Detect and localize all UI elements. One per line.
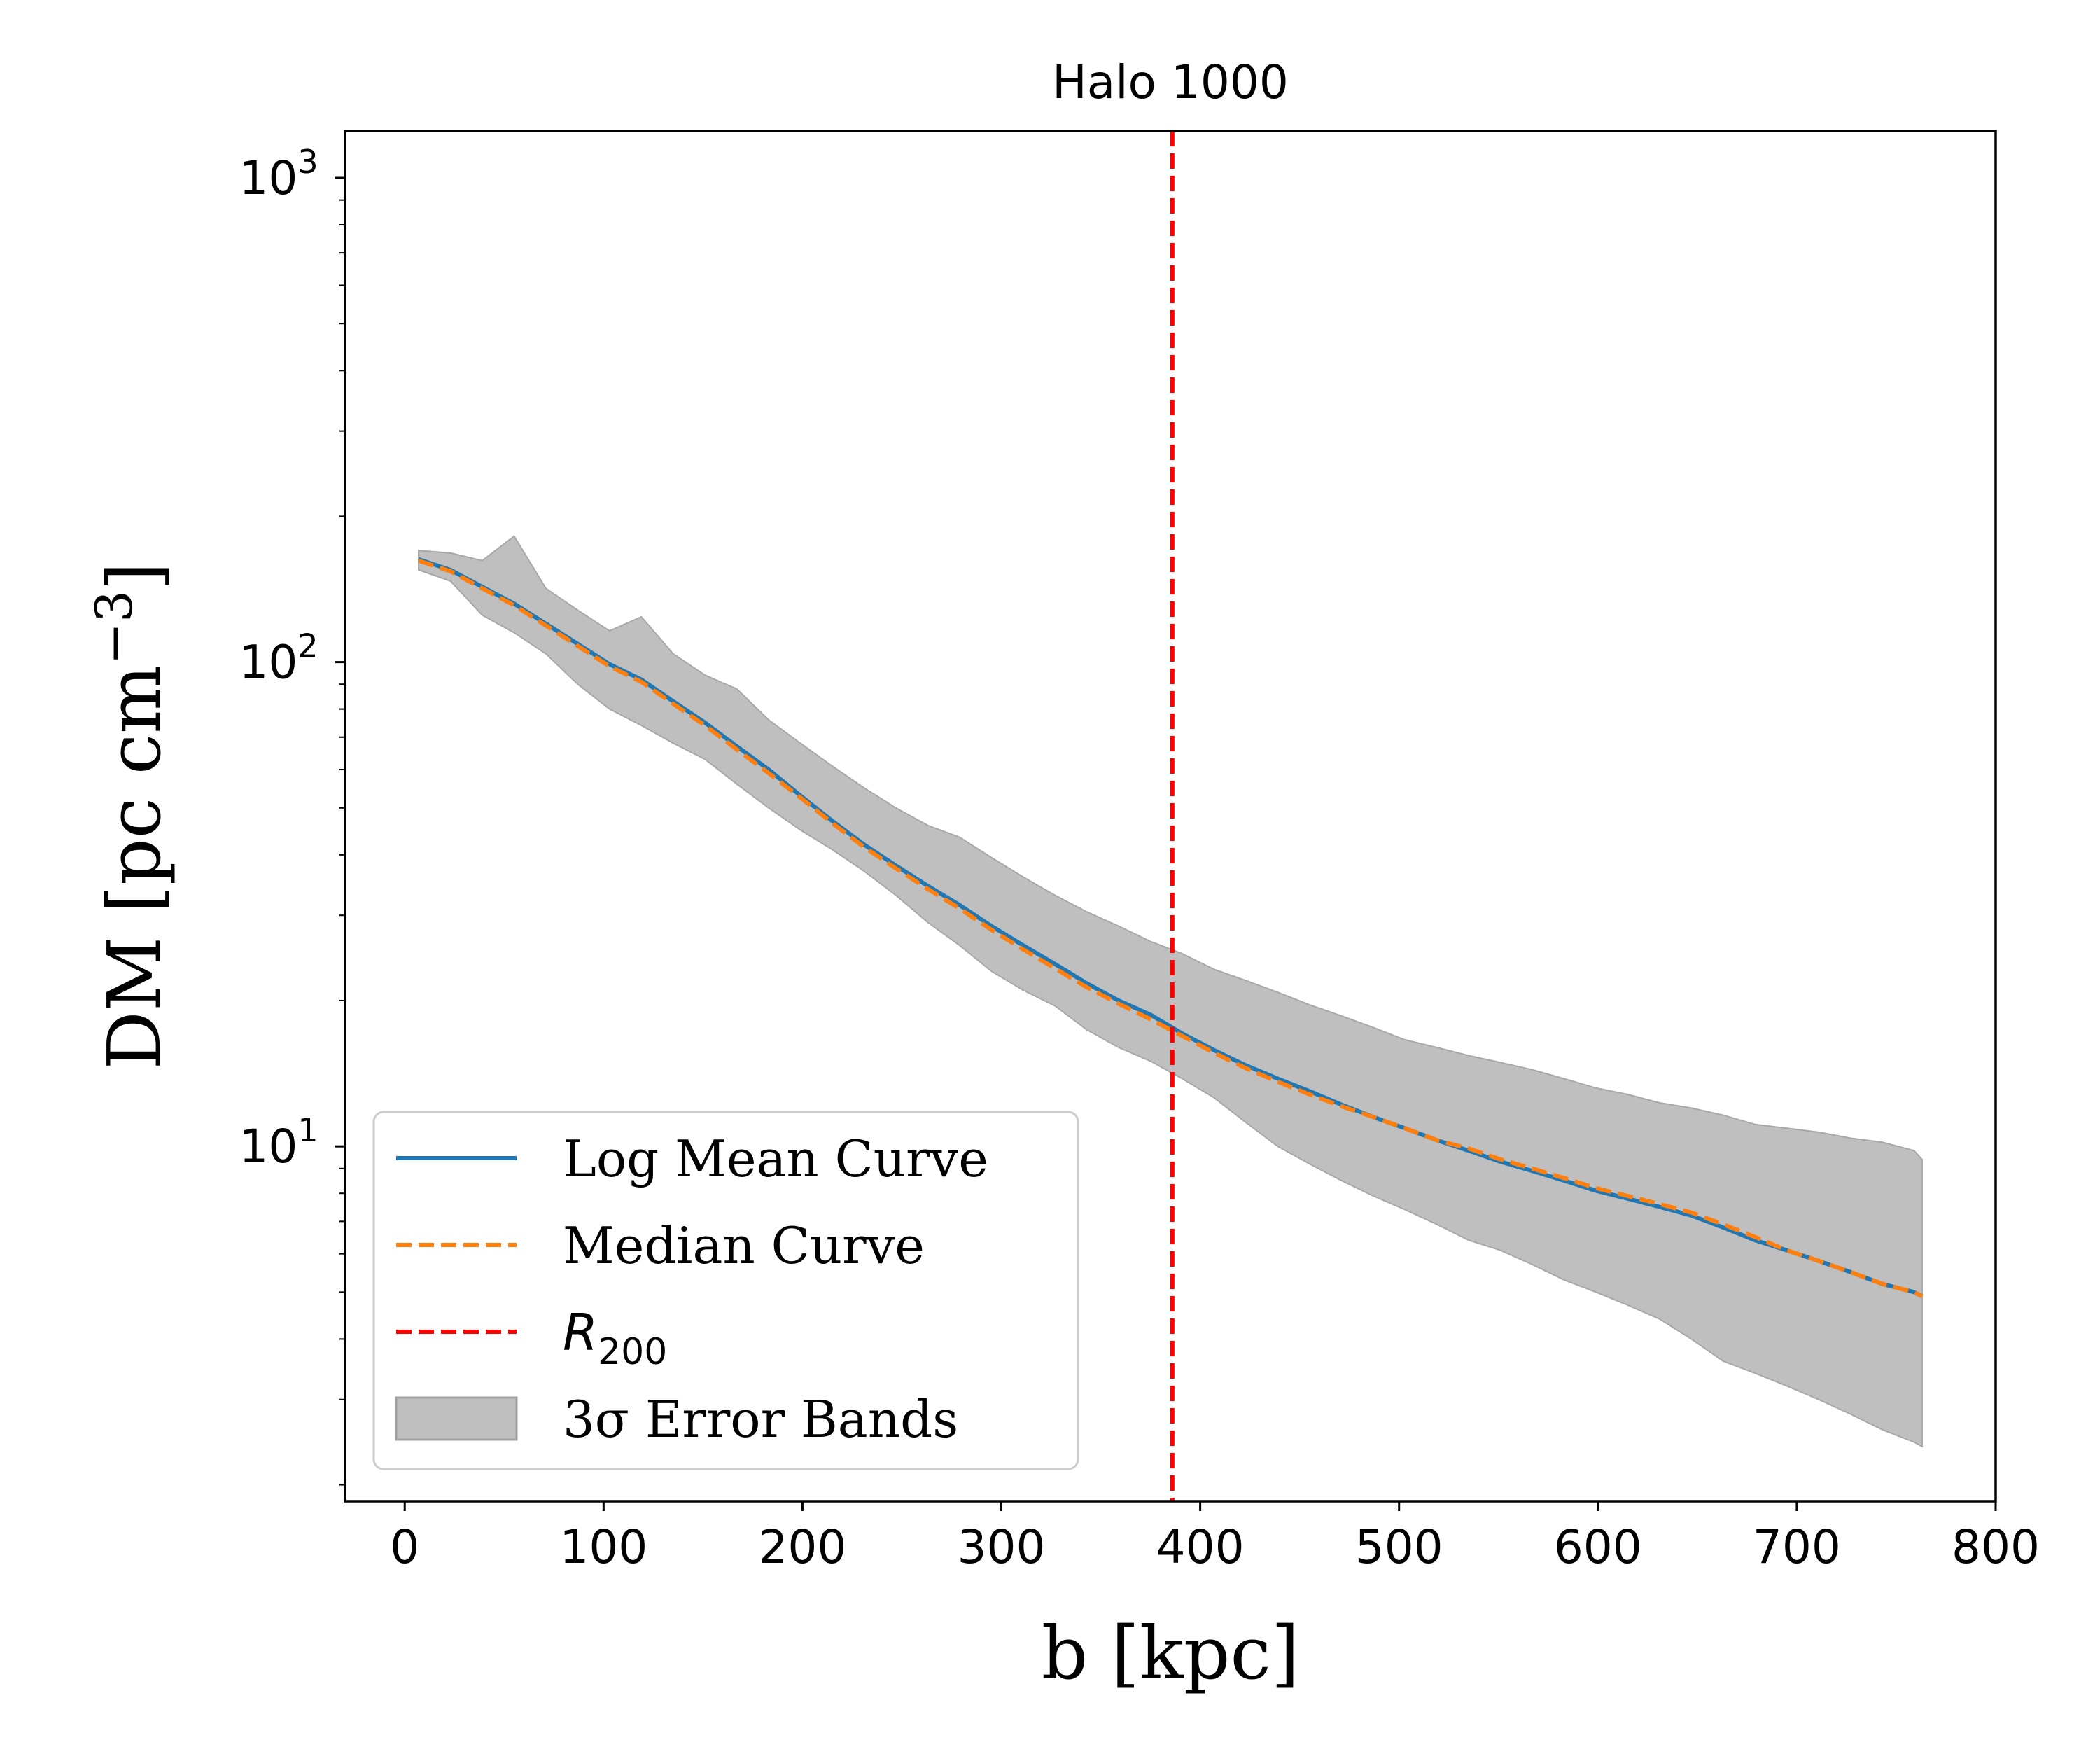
y-axis-label-main: DM [pc cm (92, 664, 177, 1069)
y-axis-label-exponent: −3 (85, 590, 144, 664)
y-axis-label-end: ] (92, 562, 177, 591)
x-tick-label: 200 (758, 1520, 846, 1574)
y-tick-label: 101 (239, 1111, 318, 1174)
legend: Log Mean Curve Median Curve R200 3σ Erro… (372, 1111, 1079, 1470)
legend-swatch-error-band (395, 1396, 518, 1441)
x-tick-label: 500 (1355, 1520, 1443, 1574)
plot-frame (344, 130, 1997, 1503)
legend-label-r200: R200 (563, 1303, 667, 1373)
x-tick-label: 600 (1554, 1520, 1642, 1574)
legend-label-r200-subscript: 200 (598, 1331, 667, 1373)
x-axis-label: b [kpc] (1042, 1610, 1300, 1696)
y-tick-label: 102 (239, 627, 318, 690)
y-axis-label: DM [pc cm−3] (85, 562, 177, 1070)
x-axis: 0 100 200 300 400 500 600 700 800 (390, 1501, 2040, 1574)
legend-label-log-mean: Log Mean Curve (563, 1129, 988, 1188)
median-curve (418, 558, 1924, 1299)
x-tick-label: 300 (958, 1520, 1046, 1574)
x-tick-label: 0 (390, 1520, 419, 1574)
y-axis: 101 102 103 (239, 143, 345, 1486)
plot-layer (418, 131, 1924, 1501)
x-tick-label: 800 (1952, 1520, 2040, 1574)
legend-box (372, 1111, 1079, 1470)
legend-label-r200-main: R (563, 1303, 598, 1362)
x-tick-label: 100 (559, 1520, 648, 1574)
legend-label-median: Median Curve (563, 1216, 925, 1275)
x-tick-label: 400 (1156, 1520, 1245, 1574)
y-tick-label: 103 (239, 143, 318, 205)
chart-title: Halo 1000 (1052, 55, 1289, 109)
x-tick-label: 700 (1753, 1520, 1841, 1574)
legend-label-error-band: 3σ Error Bands (563, 1390, 958, 1449)
